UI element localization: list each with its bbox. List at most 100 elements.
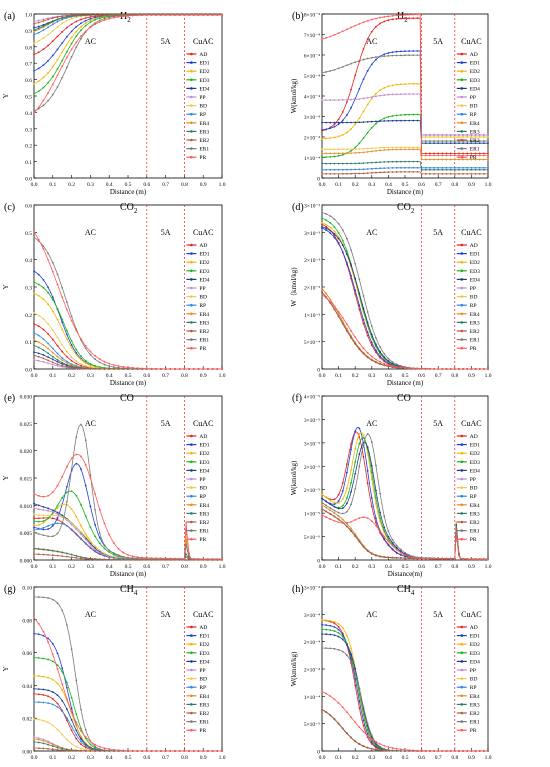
series-point-er1 (371, 325, 373, 327)
series-point-er4 (338, 515, 340, 517)
series-line-er2 (322, 509, 488, 559)
series-point-ed1 (329, 127, 331, 129)
series-point-ed4 (329, 634, 331, 636)
series-point-pr (179, 558, 181, 560)
series-point-ad (346, 101, 348, 103)
legend-marker-pp (190, 287, 193, 290)
series-point-ed1 (375, 349, 377, 351)
series-point-ad (342, 482, 344, 484)
series-point-er1 (47, 252, 49, 254)
series-point-er4 (33, 339, 35, 341)
y-tick-label: 0.02 (22, 717, 32, 723)
series-point-er3 (367, 162, 369, 164)
series-point-pr (155, 750, 157, 752)
series-point-ed1 (334, 503, 336, 505)
series-point-ad (383, 21, 385, 23)
series-point-ed4 (437, 142, 439, 144)
legend-label-pp: PP (199, 286, 205, 292)
y-tick-label: 2×10⁻³ (304, 258, 320, 264)
series-point-ed3 (99, 542, 101, 544)
legend-label-pp: PP (199, 477, 205, 483)
series-point-pr (441, 368, 443, 370)
series-point-ad (85, 747, 87, 749)
series-point-er1 (66, 66, 68, 68)
series-point-pr (396, 549, 398, 551)
series-point-bd (66, 519, 68, 521)
series-point-ed1 (400, 50, 402, 52)
zone-label: CuAC (193, 37, 213, 46)
series-point-ad (52, 339, 54, 341)
y-tick-label: 0.2 (25, 144, 32, 150)
series-point-rp (80, 741, 82, 743)
series-point-er1 (371, 57, 373, 59)
series-point-bd (379, 147, 381, 149)
series-point-ed4 (388, 120, 390, 122)
series-point-er3 (71, 554, 73, 556)
series-point-pr (151, 14, 153, 16)
series-point-pr (43, 631, 45, 633)
series-point-er3 (454, 169, 456, 171)
series-point-pr (174, 368, 176, 370)
series-point-ad (429, 153, 431, 155)
series-point-er1 (99, 532, 101, 534)
series-point-er3 (358, 162, 360, 164)
series-point-ed4 (38, 504, 40, 506)
series-point-er3 (400, 161, 402, 163)
series-point-ed1 (329, 232, 331, 234)
series-point-er3 (33, 741, 35, 743)
series-point-pr (179, 14, 181, 16)
series-point-ed3 (94, 19, 96, 21)
series-point-ed2 (61, 51, 63, 53)
series-point-rp (57, 706, 59, 708)
series-point-pr (358, 23, 360, 25)
series-point-ed4 (43, 506, 45, 508)
series-point-er3 (371, 162, 373, 164)
series-point-bd (47, 722, 49, 724)
series-point-er1 (61, 610, 63, 612)
legend-marker-pp (461, 287, 464, 290)
legend-label-er3: ER3 (199, 320, 209, 326)
series-point-ed2 (52, 679, 54, 681)
legend-marker-ed4 (190, 660, 193, 663)
x-tick-label: 0.7 (435, 373, 442, 379)
series-point-ed4 (396, 547, 398, 549)
series-point-pr (146, 557, 148, 559)
series-point-pr (321, 514, 323, 516)
series-point-er2 (358, 541, 360, 543)
series-point-pr (127, 15, 129, 17)
series-point-ed2 (342, 134, 344, 136)
series-point-er1 (80, 38, 82, 40)
series-point-ad (342, 111, 344, 113)
legend-marker-er4 (190, 313, 193, 316)
series-point-ed2 (38, 524, 40, 526)
y-tick-label: 1×10⁻⁴ (304, 695, 320, 701)
series-point-ed4 (429, 142, 431, 144)
y-tick-label: 3×10⁻³ (304, 204, 320, 210)
legend-marker-rp (190, 304, 193, 307)
series-point-ed3 (52, 660, 54, 662)
series-point-ed2 (417, 83, 419, 85)
series-point-er2 (441, 173, 443, 175)
series-point-er1 (354, 672, 356, 674)
zone-label: AC (85, 419, 96, 428)
series-point-ed4 (354, 278, 356, 280)
series-point-ed4 (338, 238, 340, 240)
series-point-bd (99, 549, 101, 551)
series-point-ad (396, 18, 398, 20)
series-point-er2 (458, 173, 460, 175)
series-point-er2 (47, 554, 49, 556)
legend-label-er1: ER1 (199, 529, 209, 535)
series-point-pp (342, 99, 344, 101)
series-point-ad (375, 26, 377, 28)
series-point-ed4 (338, 508, 340, 510)
series-point-er1 (417, 54, 419, 56)
series-point-rp (33, 332, 35, 334)
series-point-pr (479, 155, 481, 157)
series-point-ed4 (342, 639, 344, 641)
series-point-ad (90, 16, 92, 18)
series-point-er1 (33, 596, 35, 598)
series-point-pp (358, 98, 360, 100)
series-point-pr (137, 750, 139, 752)
